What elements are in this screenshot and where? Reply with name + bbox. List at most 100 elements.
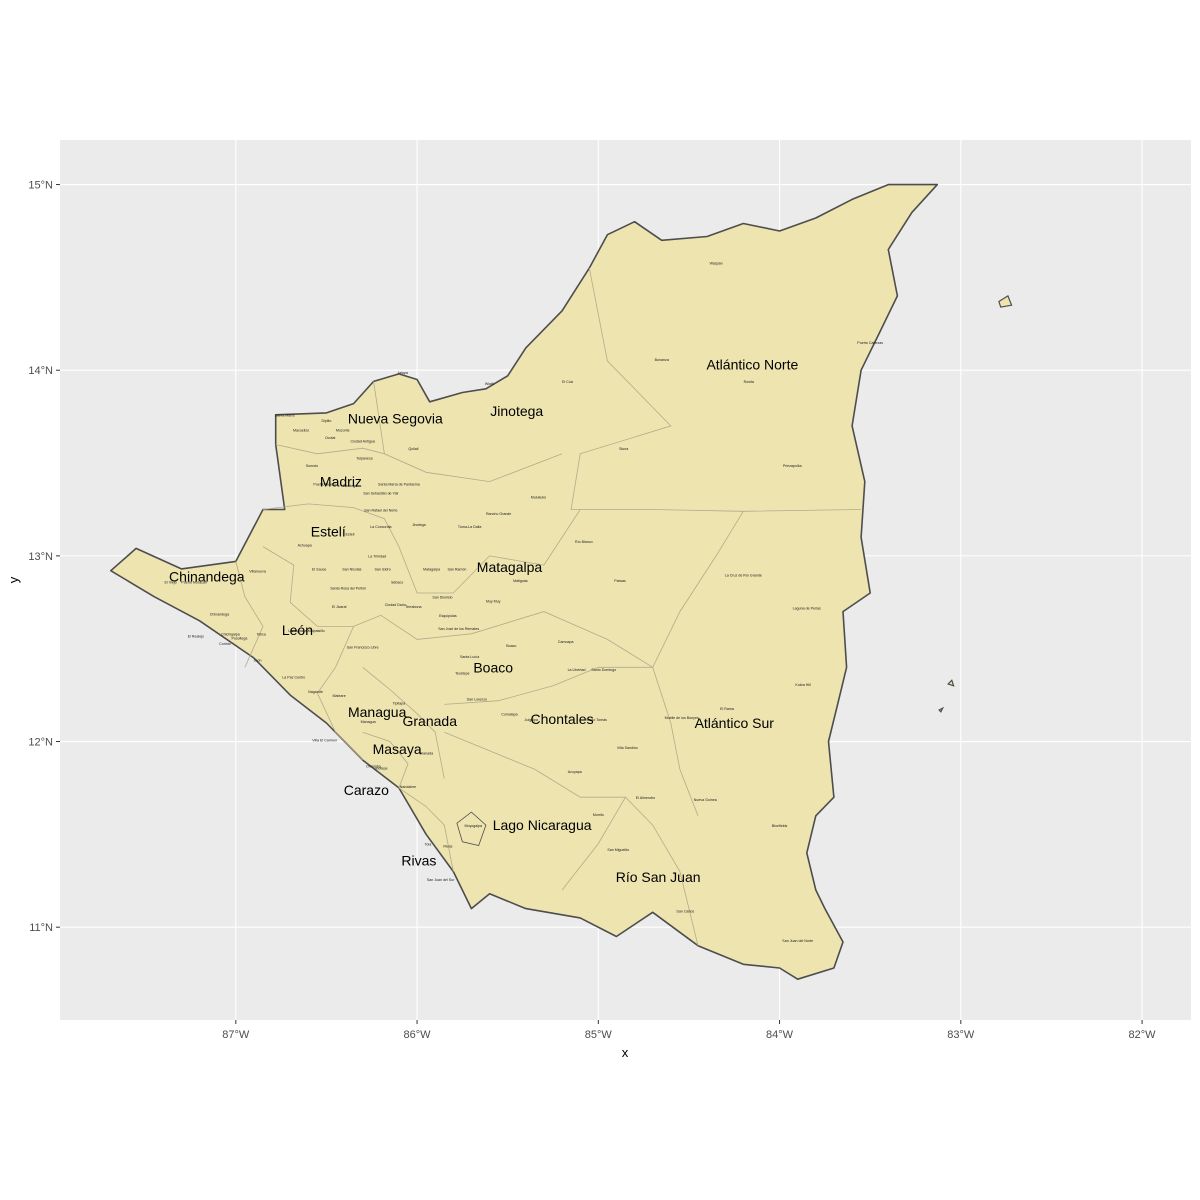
municipality-labels: Waspán Puerto Cabezas Bonanza Rosita Siuna Pr… bbox=[165, 261, 884, 943]
municipality-label: Waspán bbox=[710, 261, 723, 265]
department-border bbox=[262, 503, 400, 547]
y-tick-label: 12°N bbox=[28, 737, 53, 749]
municipality-label: San Rafael del Norte bbox=[364, 508, 397, 512]
municipality-label: Villa Sandino bbox=[617, 746, 638, 750]
municipality-label: Rivas bbox=[443, 844, 452, 848]
department-label: Boaco bbox=[473, 659, 513, 675]
municipality-label: Sébaco bbox=[391, 581, 403, 585]
department-border bbox=[373, 381, 563, 483]
municipality-label: Larreynaga-Malpaisillo bbox=[288, 629, 324, 633]
municipality-label: Puerto Cabezas bbox=[857, 341, 883, 345]
municipality-label: Pueblo Nuevo bbox=[313, 482, 336, 486]
department-label: Managua bbox=[348, 704, 407, 720]
municipality-label: El Almendro bbox=[636, 796, 655, 800]
municipality-label: Telica bbox=[257, 633, 266, 637]
municipality-label: Bluefields bbox=[772, 824, 788, 828]
department-label: Rivas bbox=[401, 852, 436, 868]
x-tick-label: 84°W bbox=[766, 1029, 794, 1041]
municipality-label: Diriamba bbox=[366, 765, 380, 769]
municipality-label: San Isidro bbox=[375, 568, 391, 572]
island-lake bbox=[456, 811, 487, 846]
department-border bbox=[398, 509, 581, 594]
x-axis-ticks: 87°W 86°W 85°W 84°W 83°W 82°W bbox=[222, 1020, 1156, 1041]
department-border bbox=[316, 626, 363, 761]
x-tick-label: 85°W bbox=[585, 1029, 613, 1041]
department-border bbox=[235, 561, 264, 668]
municipality-label: Comalapa bbox=[501, 713, 517, 717]
municipality-label: Ciudad Darío bbox=[385, 603, 406, 607]
y-axis-ticks: 15°N 14°N 13°N 12°N 11°N bbox=[28, 180, 60, 934]
municipality-label: Chinandega bbox=[210, 612, 229, 616]
municipality-label: Jalapa bbox=[397, 371, 408, 375]
municipality-label: San Juan del Sur bbox=[427, 878, 455, 882]
department-label: Río San Juan bbox=[616, 869, 701, 885]
municipality-label: Moyogalpa bbox=[464, 824, 482, 828]
municipality-label: Matagalpa bbox=[423, 568, 440, 572]
municipality-label: San Juan del Norte bbox=[782, 939, 813, 943]
municipality-label: Ciudad Antigua bbox=[350, 440, 374, 444]
municipality-label: Camoapa bbox=[558, 640, 574, 644]
department-label: Matagalpa bbox=[477, 559, 543, 575]
department-label: Atlántico Sur bbox=[695, 715, 775, 731]
municipality-label: Tola bbox=[425, 842, 432, 846]
municipality-label: León bbox=[254, 659, 262, 663]
department-label: Jinotega bbox=[490, 403, 543, 419]
department-label: León bbox=[282, 622, 313, 638]
municipality-label: Wiwilí bbox=[485, 382, 494, 386]
municipality-label: Estelí bbox=[346, 532, 355, 536]
municipality-label: Tuma-La Dalia bbox=[458, 525, 481, 529]
municipality-label: Macuelizo bbox=[293, 428, 309, 432]
municipality-label: Rosita bbox=[744, 380, 754, 384]
department-border bbox=[362, 666, 445, 779]
department-label: Lago Nicaragua bbox=[493, 817, 592, 833]
municipality-label: Bonanza bbox=[655, 358, 669, 362]
department-label: Chinandega bbox=[169, 568, 245, 584]
municipality-label: La Cruz de Río Grande bbox=[725, 573, 762, 577]
municipality-label: Nandaime bbox=[400, 785, 416, 789]
municipality-label: San Sebastián de Yalí bbox=[363, 492, 398, 496]
department-label: Atlántico Norte bbox=[706, 357, 798, 373]
municipality-label: La Concordia bbox=[370, 525, 391, 529]
municipality-label: Laguna de Perlas bbox=[793, 607, 821, 611]
department-label: Estelí bbox=[311, 524, 346, 540]
municipality-label: Santo Tomás bbox=[586, 718, 607, 722]
department-border bbox=[398, 787, 454, 872]
municipality-label: Ocotal bbox=[325, 436, 336, 440]
municipality-label: El Jicaral bbox=[332, 605, 347, 609]
department-border bbox=[444, 666, 653, 705]
municipality-label: Mozonte bbox=[336, 428, 350, 432]
municipality-label: Kukra Hill bbox=[795, 683, 811, 687]
municipality-label: Nagarote bbox=[308, 690, 323, 694]
municipality-label: Siuna bbox=[619, 447, 628, 451]
municipality-label: San José de los Remates bbox=[438, 627, 479, 631]
department-border bbox=[652, 667, 699, 816]
municipality-label: Villa El Carmen bbox=[312, 739, 337, 743]
country-outline bbox=[110, 183, 939, 981]
municipality-label: Matiguás bbox=[513, 579, 528, 583]
department-border bbox=[444, 731, 699, 946]
municipality-label: Nueva Guinea bbox=[694, 798, 717, 802]
municipality-label: Jinotepe bbox=[374, 766, 388, 770]
department-label: Carazo bbox=[344, 782, 389, 798]
municipality-label: Muy Muy bbox=[486, 599, 501, 603]
municipality-label: La Libertad bbox=[568, 668, 586, 672]
municipality-label: Juigalpa bbox=[525, 718, 538, 722]
department-label: Nueva Segovia bbox=[348, 410, 443, 426]
municipality-label: Acoyapa bbox=[568, 770, 582, 774]
municipality-label: Santa María de Pantasma bbox=[378, 482, 420, 486]
municipality-label: Corinto bbox=[219, 642, 231, 646]
municipality-label: San Dionisio bbox=[432, 596, 452, 600]
municipality-label: San Ramón bbox=[447, 568, 466, 572]
x-tick-label: 86°W bbox=[404, 1029, 432, 1041]
department-label: Chontales bbox=[531, 711, 594, 727]
internal-borders bbox=[235, 268, 862, 946]
department-border bbox=[570, 268, 862, 512]
municipality-label: Santa Rosa del Peñón bbox=[330, 586, 366, 590]
department-border bbox=[362, 731, 409, 789]
municipality-label: Puerto Morazán bbox=[181, 581, 207, 585]
municipality-label: Boaco bbox=[506, 644, 516, 648]
municipality-label: Santo Domingo bbox=[591, 668, 616, 672]
department-labels: Nueva Segovia Jinotega Atlántico Norte Madr… bbox=[169, 357, 798, 885]
municipality-label: El Realejo bbox=[188, 635, 204, 639]
department-label: Masaya bbox=[373, 741, 422, 757]
